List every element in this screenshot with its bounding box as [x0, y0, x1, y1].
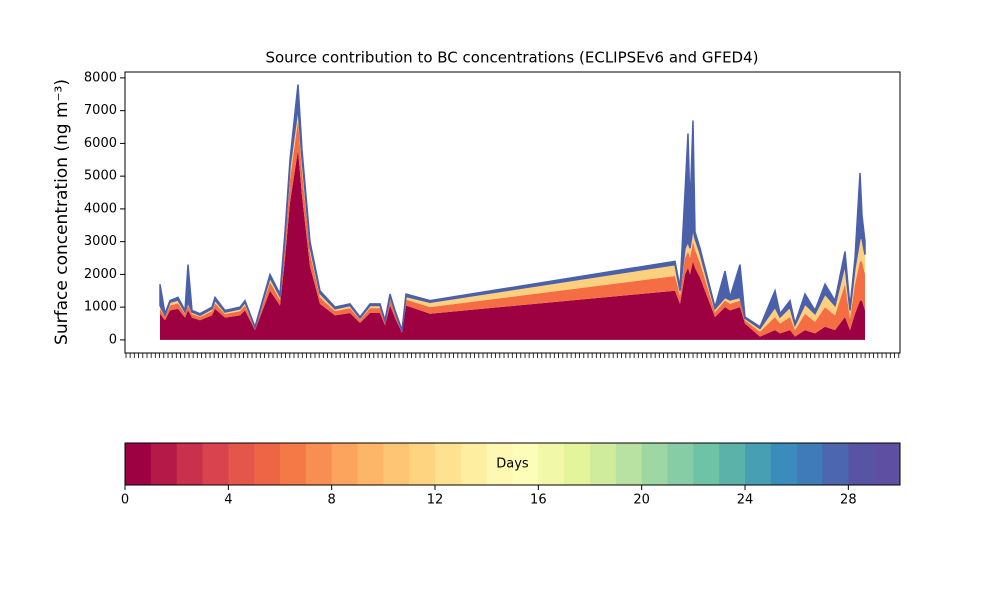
- colorbar-segment: [719, 443, 746, 485]
- y-tick-label: 5000: [84, 169, 117, 184]
- colorbar-frame: [124, 442, 901, 486]
- colorbar-tick-label: 8: [328, 493, 336, 508]
- colorbar-segment: [693, 443, 720, 485]
- colorbar-segment: [564, 443, 591, 485]
- y-tick-label: 8000: [84, 70, 117, 85]
- x-tick-marks: [125, 353, 900, 358]
- y-tick-label: 7000: [84, 103, 117, 118]
- y-tick-label: 2000: [84, 267, 117, 282]
- colorbar-segment: [280, 443, 307, 485]
- colorbar-label: Days: [496, 457, 529, 472]
- colorbar: Days 0 4 8 12 16 20 24 28: [121, 442, 901, 508]
- colorbar-segment: [305, 443, 333, 485]
- colorbar-segment: [538, 443, 565, 485]
- colorbar-segment: [409, 443, 436, 485]
- colorbar-segment: [435, 443, 462, 485]
- colorbar-segment: [615, 443, 643, 485]
- chart-title: Source contribution to BC concentrations…: [265, 49, 758, 67]
- y-tick-label: 6000: [84, 136, 117, 151]
- colorbar-segment: [331, 443, 358, 485]
- colorbar-segment: [357, 443, 384, 485]
- axes-frame: [124, 71, 901, 354]
- area-layer: [160, 120, 865, 337]
- colorbar-segment: [822, 443, 849, 485]
- colorbar-segment: [460, 443, 488, 485]
- colorbar-segment: [667, 443, 694, 485]
- colorbar-segment: [512, 443, 539, 485]
- colorbar-segment: [202, 443, 229, 485]
- colorbar-tick-label: 28: [840, 493, 857, 508]
- colorbar-segment: [228, 443, 255, 485]
- y-tick-label: 3000: [84, 234, 117, 249]
- colorbar-tick-label: 4: [224, 493, 232, 508]
- colorbar-segment: [641, 443, 668, 485]
- y-tick-label: 0: [109, 332, 117, 347]
- plot-area: [159, 84, 866, 340]
- colorbar-segment: [745, 443, 772, 485]
- colorbar-segment: [254, 443, 281, 485]
- colorbar-segment: [176, 443, 203, 485]
- colorbar-segment: [486, 443, 513, 485]
- colorbar-tick-label: 24: [737, 493, 754, 508]
- colorbar-tick-label: 0: [121, 493, 129, 508]
- colorbar-segment: [770, 443, 798, 485]
- colorbar-segment: [874, 443, 901, 485]
- colorbar-segment: [383, 443, 410, 485]
- y-tick-label: 4000: [84, 201, 117, 216]
- colorbar-tick-label: 16: [530, 493, 547, 508]
- y-tick-label: 1000: [84, 300, 117, 315]
- area-layer: [159, 84, 866, 331]
- colorbar-segment: [848, 443, 875, 485]
- area-layer: [160, 149, 865, 340]
- colorbar-segment: [796, 443, 823, 485]
- colorbar-segment: [150, 443, 178, 485]
- colorbar-tick-label: 20: [633, 493, 650, 508]
- colorbar-segment: [125, 443, 152, 485]
- colorbar-segment: [590, 443, 617, 485]
- colorbar-tick-label: 12: [427, 493, 444, 508]
- y-axis-label: Surface concentration (ng m⁻³): [52, 79, 72, 345]
